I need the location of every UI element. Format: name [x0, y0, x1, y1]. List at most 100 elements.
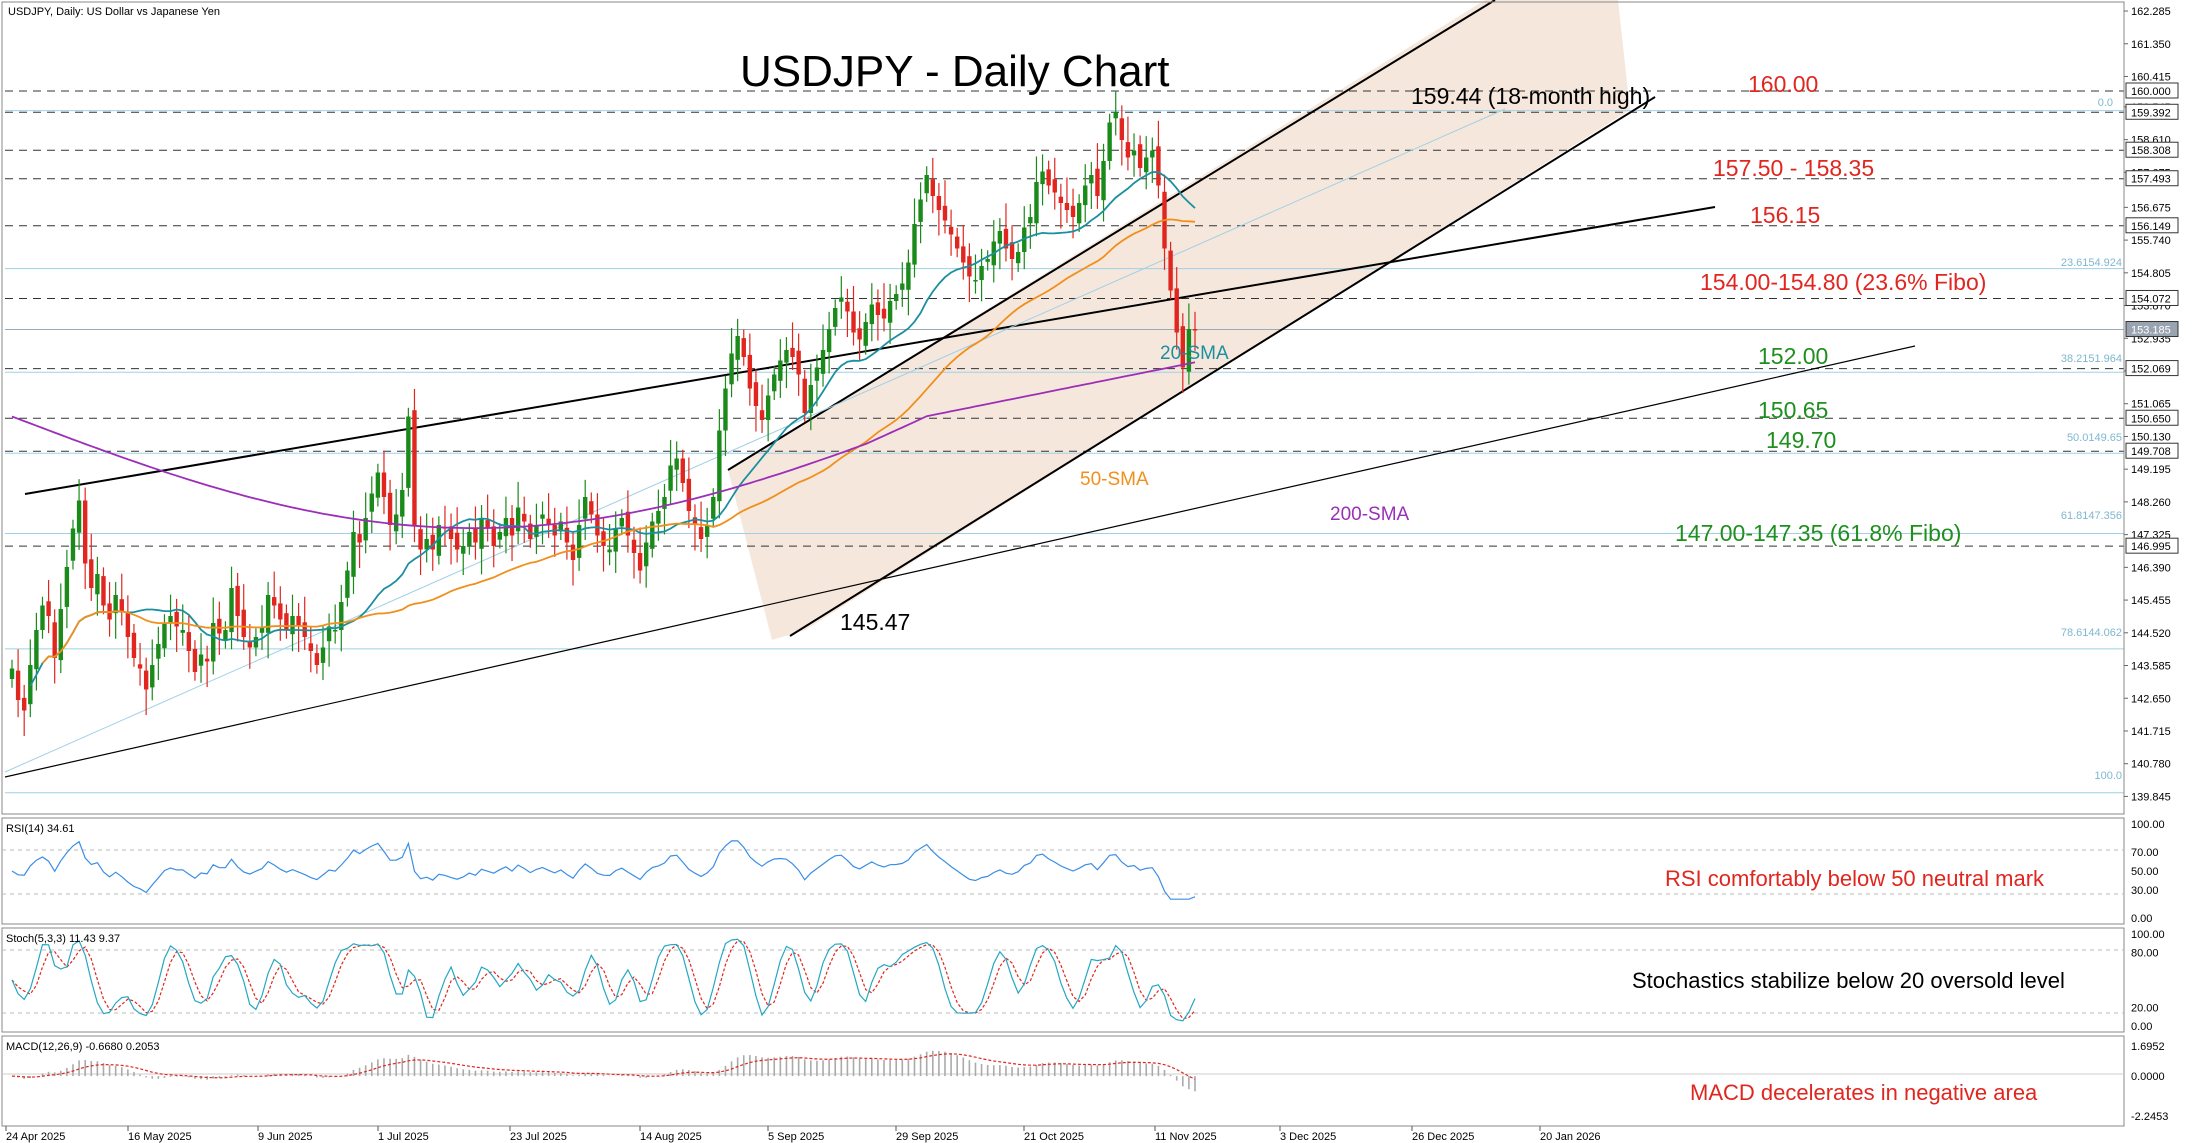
candle-body: [174, 611, 179, 627]
stoch-tick-label: 100.00: [2131, 929, 2165, 941]
price-marker-label: 146.995: [2131, 541, 2171, 553]
time-tick-label: 5 Sep 2025: [768, 1131, 824, 1143]
macd-tick-label: -2.2453: [2131, 1111, 2168, 1123]
time-axis: 24 Apr 2025 16 May 2025 9 Jun 2025 1 Jul 20…: [5, 1126, 1601, 1143]
candle-body: [168, 616, 173, 623]
annotation-152: 152.00: [1758, 343, 1828, 369]
candle-body: [997, 231, 1003, 244]
macd-panel: MACD(12,26,9) -0.6680 0.2053 MACD decele…: [1, 1035, 2168, 1127]
stoch-tick-label: 80.00: [2131, 947, 2159, 959]
candle-body: [1009, 242, 1015, 259]
ascending-channel-fill: [728, 0, 1630, 640]
candle-body: [95, 574, 100, 595]
candle-body: [1028, 217, 1033, 224]
fib-label-0: 0.0: [2098, 97, 2113, 109]
candle-body: [326, 626, 332, 642]
candle-body: [406, 416, 411, 488]
candle-body: [186, 632, 192, 651]
candle-body: [351, 532, 356, 577]
price-marker-label: 154.072: [2131, 293, 2171, 305]
price-marker-label: 156.149: [2131, 221, 2171, 233]
candle-body: [546, 518, 551, 525]
candle-body: [942, 205, 948, 221]
price-tick-label: 150.130: [2131, 431, 2171, 443]
price-tick-label: 156.675: [2131, 202, 2171, 214]
stoch-note: Stochastics stabilize below 20 oversold …: [1632, 968, 2065, 993]
candle-body: [9, 668, 15, 679]
symbol-label: USDJPY, Daily: US Dollar vs Japanese Yen: [8, 6, 220, 18]
candle-body: [52, 622, 57, 658]
candle-body: [820, 350, 826, 374]
candle-body: [82, 500, 88, 564]
rsi-panel-frame: [1, 817, 2125, 925]
price-marker-label: 158.308: [2131, 145, 2171, 157]
candle-body: [473, 527, 478, 543]
candle-body: [796, 350, 801, 375]
candle-body: [1058, 196, 1064, 203]
candle-body: [979, 266, 984, 280]
channel-lower-line: [789, 96, 1656, 637]
sma-20-line: [29, 171, 1196, 687]
price-marker: [2125, 103, 2179, 120]
price-tick-label: 151.065: [2131, 399, 2171, 411]
candle-body: [76, 500, 82, 533]
moving-averages: [11, 171, 1196, 687]
time-tick-label: 21 Oct 2025: [1024, 1131, 1084, 1143]
annotation-157-50-158-35: 157.50 - 158.35: [1713, 155, 1874, 181]
price-tick-label: 162.285: [2131, 6, 2171, 18]
candle-body: [583, 497, 588, 519]
price-marker: [2125, 289, 2179, 306]
stoch-main-line: [11, 938, 1196, 1022]
candle-body: [808, 385, 814, 413]
candle-body: [21, 697, 27, 711]
rsi-tick-label: 50.00: [2131, 866, 2159, 878]
candle-body: [339, 602, 344, 630]
price-marker-label: 160.000: [2131, 86, 2171, 98]
candle-body: [1180, 326, 1186, 368]
candle-body: [369, 493, 374, 512]
fibonacci-lines: [5, 110, 2124, 794]
price-marker-label: 150.650: [2131, 413, 2171, 425]
candle-body: [570, 544, 576, 560]
candle-body: [540, 514, 545, 519]
candle-body: [265, 595, 271, 633]
candle-body: [284, 613, 289, 630]
price-tick-label: 146.390: [2131, 562, 2171, 574]
fib-label-61-8: 61.8147.356: [2061, 510, 2122, 522]
stochastic-panel: Stoch(5,3,3) 11.43 9.37 Stochastics stab…: [1, 927, 2165, 1033]
fib-label-78-6: 78.6144.062: [2061, 627, 2122, 639]
candle-body: [235, 585, 240, 616]
price-tick-label: 141.715: [2131, 726, 2171, 738]
price-marker-label: 149.708: [2131, 446, 2171, 458]
candle-body: [119, 599, 124, 613]
macd-axis: 1.6952 0.0000 -2.2453: [2131, 1041, 2168, 1123]
candle-body: [1144, 157, 1149, 173]
candle-body: [1070, 205, 1076, 217]
candle-body: [778, 360, 783, 381]
candle-body: [40, 605, 45, 630]
rsi-line: [11, 840, 1196, 900]
macd-panel-frame: [1, 1035, 2125, 1127]
candle-body: [46, 601, 51, 616]
candle-body: [58, 609, 63, 661]
candle-body: [619, 518, 624, 527]
candle-body: [973, 280, 978, 282]
annotation-160: 160.00: [1748, 71, 1818, 97]
candle-body: [881, 308, 887, 319]
candle-body: [936, 196, 942, 210]
candle-body: [826, 329, 832, 353]
candle-body: [314, 653, 320, 665]
candle-body: [680, 458, 685, 483]
candle-body: [192, 648, 198, 672]
candle-body: [607, 549, 612, 553]
price-marker: [2125, 82, 2179, 99]
price-marker: [2125, 170, 2179, 187]
price-tick-label: 161.350: [2131, 39, 2171, 51]
stoch-tick-label: 20.00: [2131, 1003, 2159, 1015]
candle-body: [156, 644, 161, 659]
candle-body: [723, 388, 728, 431]
price-tick-label: 140.780: [2131, 759, 2171, 771]
candle-body: [1125, 142, 1131, 158]
candle-body: [393, 514, 399, 532]
fib-label-100: 100.0: [2094, 770, 2122, 782]
